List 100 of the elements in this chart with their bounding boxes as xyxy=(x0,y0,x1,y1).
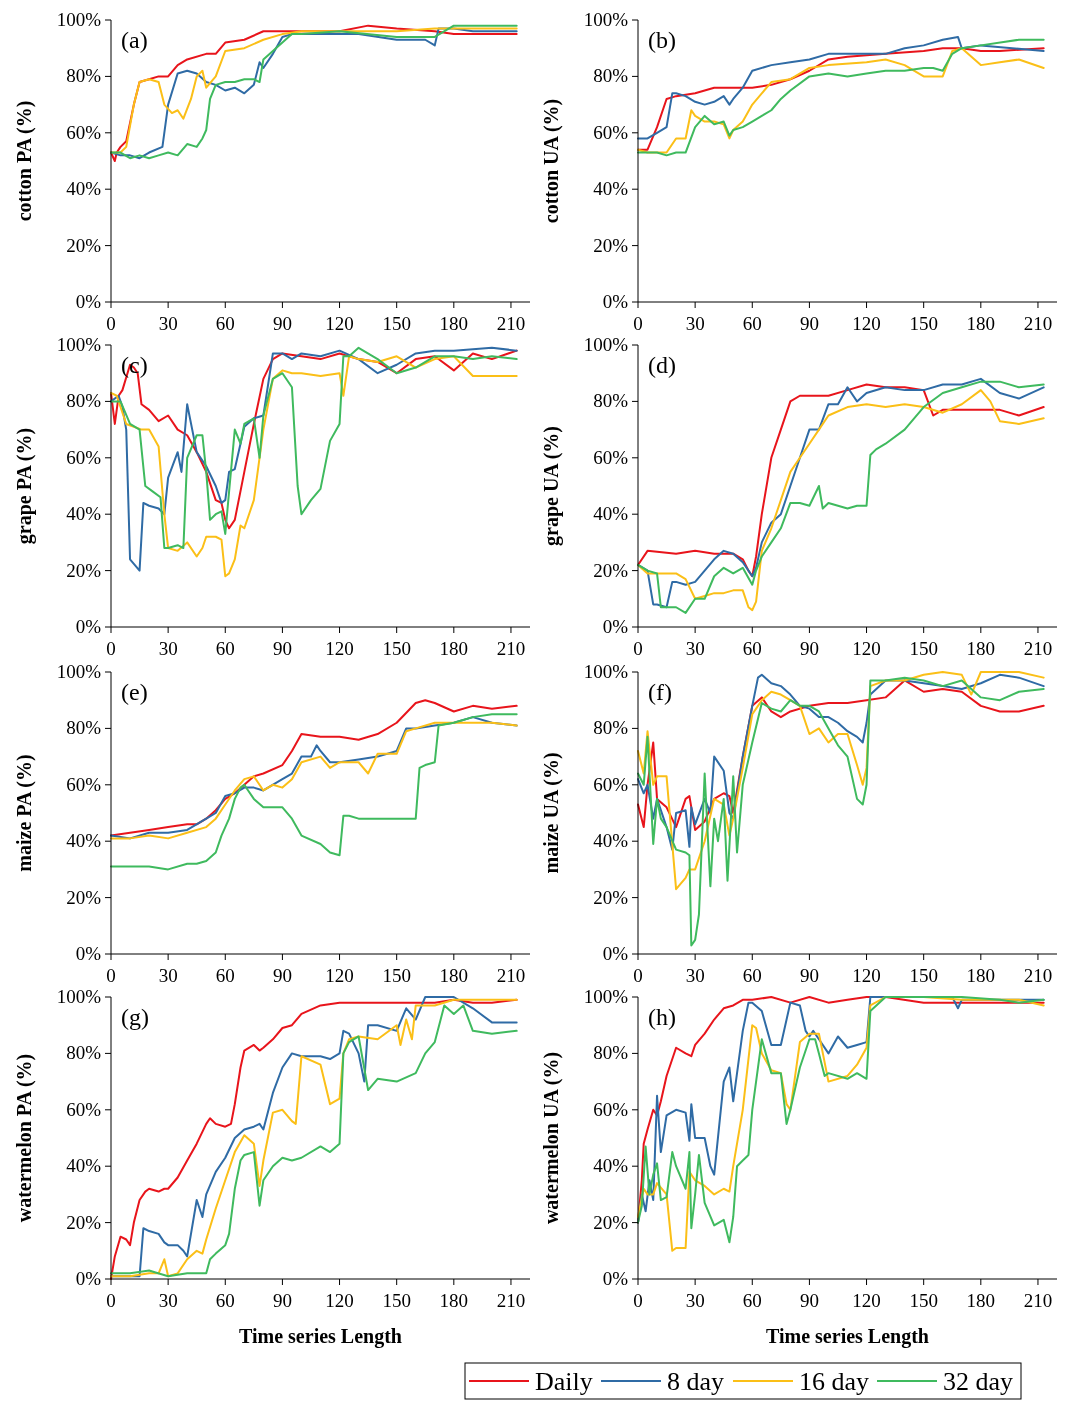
y-tick-label: 60% xyxy=(66,773,102,795)
y-tick-label: 100% xyxy=(56,9,102,30)
x-tick-label: 120 xyxy=(852,638,881,659)
x-tick-label: 150 xyxy=(909,638,938,659)
x-tick-label: 120 xyxy=(325,1290,354,1311)
y-tick-label: 0% xyxy=(75,291,102,312)
x-tick-label: 30 xyxy=(158,1290,178,1311)
x-tick-label: 90 xyxy=(272,638,292,659)
y-tick-label: 100% xyxy=(583,661,629,682)
y-tick-label: 20% xyxy=(66,234,102,256)
y-tick-label: 0% xyxy=(75,616,102,637)
y-tick-label: 80% xyxy=(66,65,102,87)
x-tick-label: 90 xyxy=(799,1290,819,1311)
x-tick-label: 120 xyxy=(852,965,881,986)
x-tick-label: 210 xyxy=(1023,313,1053,334)
y-tick-label: 80% xyxy=(593,390,629,412)
y-axis-title: watermelon UA (%) xyxy=(540,1051,563,1225)
x-tick-label: 90 xyxy=(272,965,292,986)
legend-label: 16 day xyxy=(799,1367,870,1396)
y-tick-label: 20% xyxy=(66,559,102,581)
x-tick-label: 90 xyxy=(799,313,819,334)
annotation: (f) xyxy=(648,679,672,705)
x-tick-label: 30 xyxy=(685,965,705,986)
y-tick-label: 20% xyxy=(593,234,629,256)
y-axis-title: watermelon PA (%) xyxy=(13,1053,36,1223)
y-tick-label: 0% xyxy=(75,1268,102,1289)
legend-label: 8 day xyxy=(667,1367,725,1396)
y-tick-label: 40% xyxy=(66,503,102,525)
y-tick-label: 0% xyxy=(602,616,629,637)
y-tick-label: 40% xyxy=(66,830,102,852)
x-tick-label: 0 xyxy=(633,965,643,986)
y-tick-label: 80% xyxy=(593,65,629,87)
x-tick-label: 210 xyxy=(1023,965,1053,986)
x-tick-label: 0 xyxy=(106,965,116,986)
x-tick-label: 60 xyxy=(215,965,235,986)
x-tick-label: 150 xyxy=(382,1290,411,1311)
y-tick-label: 40% xyxy=(66,178,102,200)
x-tick-label: 180 xyxy=(439,1290,469,1311)
x-tick-label: 150 xyxy=(382,313,411,334)
x-tick-label: 60 xyxy=(215,638,235,659)
y-tick-label: 80% xyxy=(66,390,102,412)
y-tick-label: 20% xyxy=(593,1211,629,1233)
x-tick-label: 30 xyxy=(158,638,178,659)
annotation: (h) xyxy=(648,1004,676,1030)
y-axis-title: grape PA (%) xyxy=(13,427,36,545)
y-tick-label: 40% xyxy=(66,1155,102,1177)
x-tick-label: 120 xyxy=(325,638,354,659)
x-tick-label: 60 xyxy=(742,313,762,334)
annotation: (g) xyxy=(121,1004,149,1030)
annotation: (b) xyxy=(648,27,676,53)
y-tick-label: 60% xyxy=(593,773,629,795)
x-tick-label: 210 xyxy=(496,638,526,659)
x-tick-label: 0 xyxy=(106,638,116,659)
annotation: (e) xyxy=(121,679,148,705)
x-tick-label: 0 xyxy=(633,313,643,334)
x-axis-title: Time series Length xyxy=(766,1325,929,1348)
y-tick-label: 0% xyxy=(602,943,629,964)
x-tick-label: 30 xyxy=(685,1290,705,1311)
x-tick-label: 180 xyxy=(439,965,469,986)
y-tick-label: 60% xyxy=(593,446,629,468)
y-tick-label: 20% xyxy=(593,559,629,581)
x-tick-label: 210 xyxy=(496,1290,526,1311)
x-tick-label: 180 xyxy=(966,965,996,986)
y-tick-label: 60% xyxy=(66,446,102,468)
x-axis-title: Time series Length xyxy=(239,1325,402,1348)
y-tick-label: 60% xyxy=(66,1098,102,1120)
y-tick-label: 60% xyxy=(66,121,102,143)
x-tick-label: 120 xyxy=(325,313,354,334)
y-tick-label: 80% xyxy=(593,717,629,739)
x-tick-label: 150 xyxy=(909,965,938,986)
x-tick-label: 0 xyxy=(633,1290,643,1311)
y-tick-label: 40% xyxy=(593,830,629,852)
x-tick-label: 30 xyxy=(685,638,705,659)
y-tick-label: 60% xyxy=(593,121,629,143)
line-series xyxy=(637,671,1045,891)
annotation: (c) xyxy=(121,352,148,378)
x-tick-label: 210 xyxy=(1023,1290,1053,1311)
y-axis-title: maize PA (%) xyxy=(13,754,36,872)
y-tick-label: 80% xyxy=(593,1042,629,1064)
x-tick-label: 60 xyxy=(742,1290,762,1311)
x-tick-label: 180 xyxy=(966,1290,996,1311)
x-tick-label: 90 xyxy=(799,965,819,986)
x-tick-label: 150 xyxy=(382,638,411,659)
y-axis-title: cotton PA (%) xyxy=(13,100,36,222)
annotation: (a) xyxy=(121,27,148,53)
line-series xyxy=(637,676,1045,947)
y-tick-label: 60% xyxy=(593,1098,629,1120)
x-tick-label: 30 xyxy=(685,313,705,334)
x-tick-label: 150 xyxy=(909,1290,938,1311)
x-tick-label: 60 xyxy=(742,638,762,659)
y-axis-title: grape UA (%) xyxy=(540,426,563,546)
y-tick-label: 100% xyxy=(583,334,629,355)
x-tick-label: 120 xyxy=(325,965,354,986)
y-tick-label: 20% xyxy=(66,1211,102,1233)
y-axis-title: cotton UA (%) xyxy=(540,98,563,224)
y-tick-label: 100% xyxy=(56,661,102,682)
y-tick-label: 20% xyxy=(66,886,102,908)
y-tick-label: 80% xyxy=(66,1042,102,1064)
x-tick-label: 150 xyxy=(909,313,938,334)
annotation: (d) xyxy=(648,352,676,378)
